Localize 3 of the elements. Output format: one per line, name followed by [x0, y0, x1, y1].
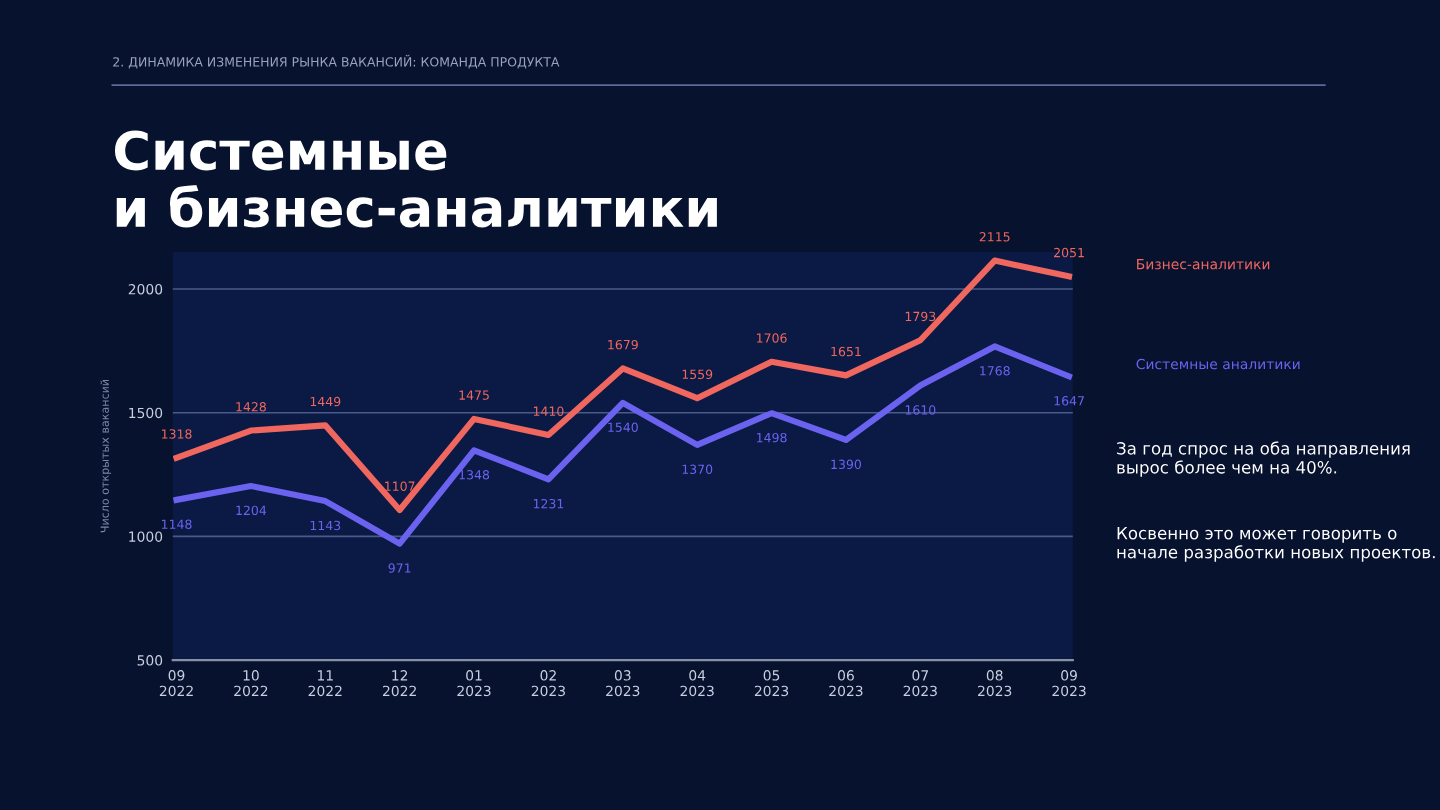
text: Косвенно это может говорить о начале разработки новых проектов. [1117, 527, 1435, 562]
chart-title: Системные и бизнес-аналитики [114, 130, 717, 228]
text: За год спрос на оба направления вырос более чем на 40%. [1117, 441, 1410, 477]
